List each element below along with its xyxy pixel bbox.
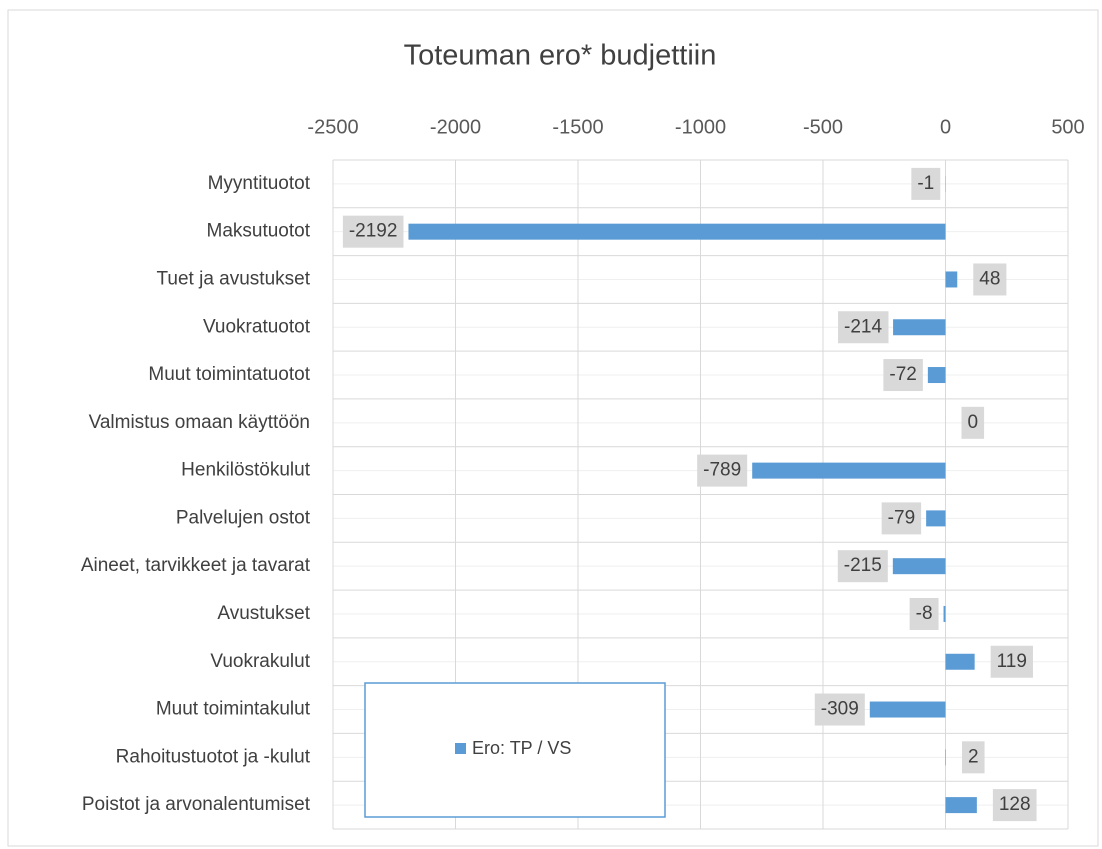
label-bg bbox=[990, 645, 1033, 678]
x-tick-label: 500 bbox=[1051, 116, 1084, 138]
x-tick-label: 0 bbox=[940, 116, 951, 138]
y-tick-label: Muut toimintakulut bbox=[156, 699, 311, 720]
value-label: 119 bbox=[997, 651, 1027, 672]
x-tick-label: -500 bbox=[803, 116, 843, 138]
label-bg bbox=[961, 741, 985, 774]
value-label: -72 bbox=[889, 364, 916, 385]
y-tick-label: Maksutuotot bbox=[207, 221, 311, 242]
bar bbox=[893, 319, 946, 336]
bar bbox=[927, 367, 946, 384]
value-label: 128 bbox=[999, 794, 1031, 815]
y-tick-label: Avustukset bbox=[217, 603, 310, 624]
bar bbox=[945, 653, 975, 670]
bar bbox=[869, 701, 946, 718]
x-tick-label: -2500 bbox=[307, 116, 358, 138]
chart-title: Toteuman ero* budjettiin bbox=[404, 40, 717, 72]
x-tick-label: -1500 bbox=[552, 116, 603, 138]
y-tick-label: Vuokratuotot bbox=[203, 316, 311, 337]
y-tick-label: Tuet ja avustukset bbox=[157, 268, 311, 289]
value-label: -215 bbox=[844, 555, 882, 576]
value-label: -8 bbox=[916, 603, 933, 624]
label-bg bbox=[909, 597, 939, 630]
bar bbox=[945, 271, 958, 288]
y-tick-label: Muut toimintatuotot bbox=[148, 364, 310, 385]
value-label: -309 bbox=[821, 699, 859, 720]
value-label: -1 bbox=[917, 173, 934, 194]
label-bg bbox=[961, 406, 985, 439]
value-label: 0 bbox=[968, 412, 979, 433]
marks: Myyntituotot -1 Maksutuotot -2192 Tuet ja av… bbox=[81, 167, 1037, 822]
x-tick-label: -1000 bbox=[675, 116, 726, 138]
legend-swatch bbox=[455, 743, 466, 754]
value-label: 48 bbox=[979, 268, 1000, 289]
label-bg bbox=[973, 263, 1007, 296]
y-tick-label: Valmistus omaan käyttöön bbox=[89, 412, 310, 433]
label-bg bbox=[837, 550, 888, 583]
legend-label: Ero: TP / VS bbox=[472, 738, 571, 758]
bar bbox=[943, 605, 946, 622]
label-bg bbox=[992, 789, 1037, 822]
label-bg bbox=[697, 454, 748, 487]
y-tick-label: Poistot ja arvonalentumiset bbox=[82, 794, 311, 815]
bar bbox=[892, 558, 946, 575]
x-tick-label: -2000 bbox=[430, 116, 481, 138]
y-tick-label: Rahoitustuotot ja -kulut bbox=[116, 746, 311, 767]
label-bg bbox=[838, 311, 889, 344]
bar bbox=[408, 223, 946, 240]
y-tick-label: Aineet, tarvikkeet ja tavarat bbox=[81, 555, 311, 576]
value-label: -79 bbox=[888, 507, 915, 528]
value-label: -2192 bbox=[349, 221, 398, 242]
y-tick-label: Palvelujen ostot bbox=[176, 507, 311, 528]
label-bg bbox=[814, 693, 865, 726]
value-label: -214 bbox=[844, 316, 882, 337]
y-tick-label: Vuokrakulut bbox=[210, 651, 310, 672]
bar bbox=[945, 797, 977, 814]
label-bg bbox=[911, 167, 941, 200]
y-tick-label: Henkilöstökulut bbox=[181, 460, 311, 481]
label-bg bbox=[881, 502, 922, 535]
bar bbox=[926, 510, 946, 527]
label-bg bbox=[342, 215, 404, 248]
label-bg bbox=[883, 359, 923, 392]
value-label: 2 bbox=[968, 746, 979, 767]
bar bbox=[752, 462, 946, 479]
y-tick-label: Myyntituotot bbox=[208, 173, 311, 194]
value-label: -789 bbox=[703, 460, 741, 481]
legend-box bbox=[364, 682, 666, 818]
grid: -2500 -2000 -1500 -1000 -500 0 500 bbox=[307, 116, 1085, 830]
